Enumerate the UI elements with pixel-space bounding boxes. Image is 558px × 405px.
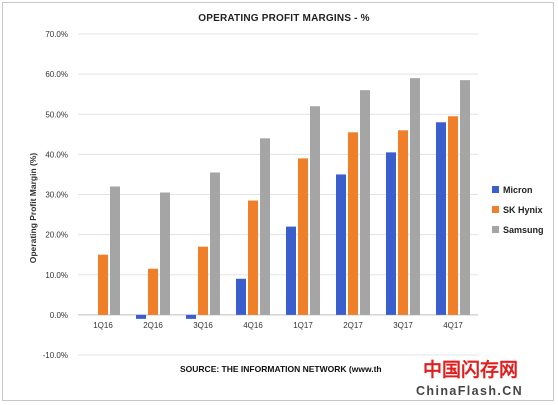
- bar-sk-hynix: [298, 158, 308, 315]
- y-tick-label: 70.0%: [45, 30, 68, 39]
- x-tick-label: 3Q16: [193, 321, 213, 330]
- x-tick-labels: 1Q16 2Q16 3Q16 4Q16 1Q17 2Q17 3Q17 4Q17: [93, 321, 463, 330]
- bar-micron: [286, 226, 296, 315]
- bar-sk-hynix: [98, 254, 108, 315]
- bar-samsung: [210, 172, 220, 315]
- bar-sk-hynix: [448, 116, 458, 315]
- bar-samsung: [360, 90, 370, 315]
- bar-samsung: [410, 78, 420, 315]
- bar-samsung: [160, 192, 170, 315]
- bar-micron: [236, 278, 246, 315]
- bar-micron: [186, 314, 196, 319]
- y-tick-label: 10.0%: [45, 271, 68, 280]
- bar-sk-hynix: [248, 200, 258, 315]
- bar-sk-hynix: [398, 130, 408, 315]
- x-tick-label: 2Q17: [343, 321, 363, 330]
- legend-label: Micron: [503, 185, 533, 195]
- y-tick-labels: -10.0% 0.0% 10.0% 20.0% 30.0% 40.0% 50.0% 60.0%…: [43, 30, 68, 360]
- chart-title: OPERATING PROFIT MARGINS - %: [198, 13, 370, 24]
- bar-micron: [336, 174, 346, 315]
- bar-samsung: [310, 106, 320, 315]
- y-tick-label: 40.0%: [45, 150, 68, 159]
- bar-sk-hynix: [348, 132, 358, 315]
- legend: Micron SK Hynix Samsung: [492, 185, 544, 235]
- bar-samsung: [460, 80, 470, 315]
- x-tick-label: 2Q16: [143, 321, 163, 330]
- bar-micron: [386, 152, 396, 315]
- y-tick-label: 20.0%: [45, 231, 68, 240]
- bars: [98, 78, 470, 319]
- watermark-en: ChinaFlash.CN: [416, 384, 523, 398]
- x-tick-label: 4Q17: [443, 321, 463, 330]
- y-axis-label: Operating Profit Margin (%): [28, 153, 38, 264]
- x-tick-label: 4Q16: [243, 321, 263, 330]
- y-tick-label: 30.0%: [45, 191, 68, 200]
- y-tick-label: 0.0%: [50, 311, 68, 320]
- bar-micron: [436, 122, 446, 315]
- bar-sk-hynix: [198, 246, 208, 315]
- legend-label: SK Hynix: [503, 205, 543, 215]
- y-tick-label: 60.0%: [45, 70, 68, 79]
- bar-samsung: [260, 138, 270, 315]
- legend-swatch: [492, 226, 499, 233]
- bar-micron: [136, 314, 146, 319]
- y-tick-label: -10.0%: [43, 351, 68, 360]
- bar-samsung: [110, 186, 120, 315]
- source-note: SOURCE: THE INFORMATION NETWORK (www.th: [180, 364, 382, 374]
- legend-swatch: [492, 206, 499, 213]
- legend-label: Samsung: [503, 225, 544, 235]
- watermark-cn: 中国闪存网: [423, 358, 518, 381]
- legend-swatch: [492, 186, 499, 193]
- x-tick-label: 1Q16: [93, 321, 113, 330]
- x-tick-label: 1Q17: [293, 321, 313, 330]
- y-tick-label: 50.0%: [45, 110, 68, 119]
- x-tick-label: 3Q17: [393, 321, 413, 330]
- bar-sk-hynix: [148, 268, 158, 315]
